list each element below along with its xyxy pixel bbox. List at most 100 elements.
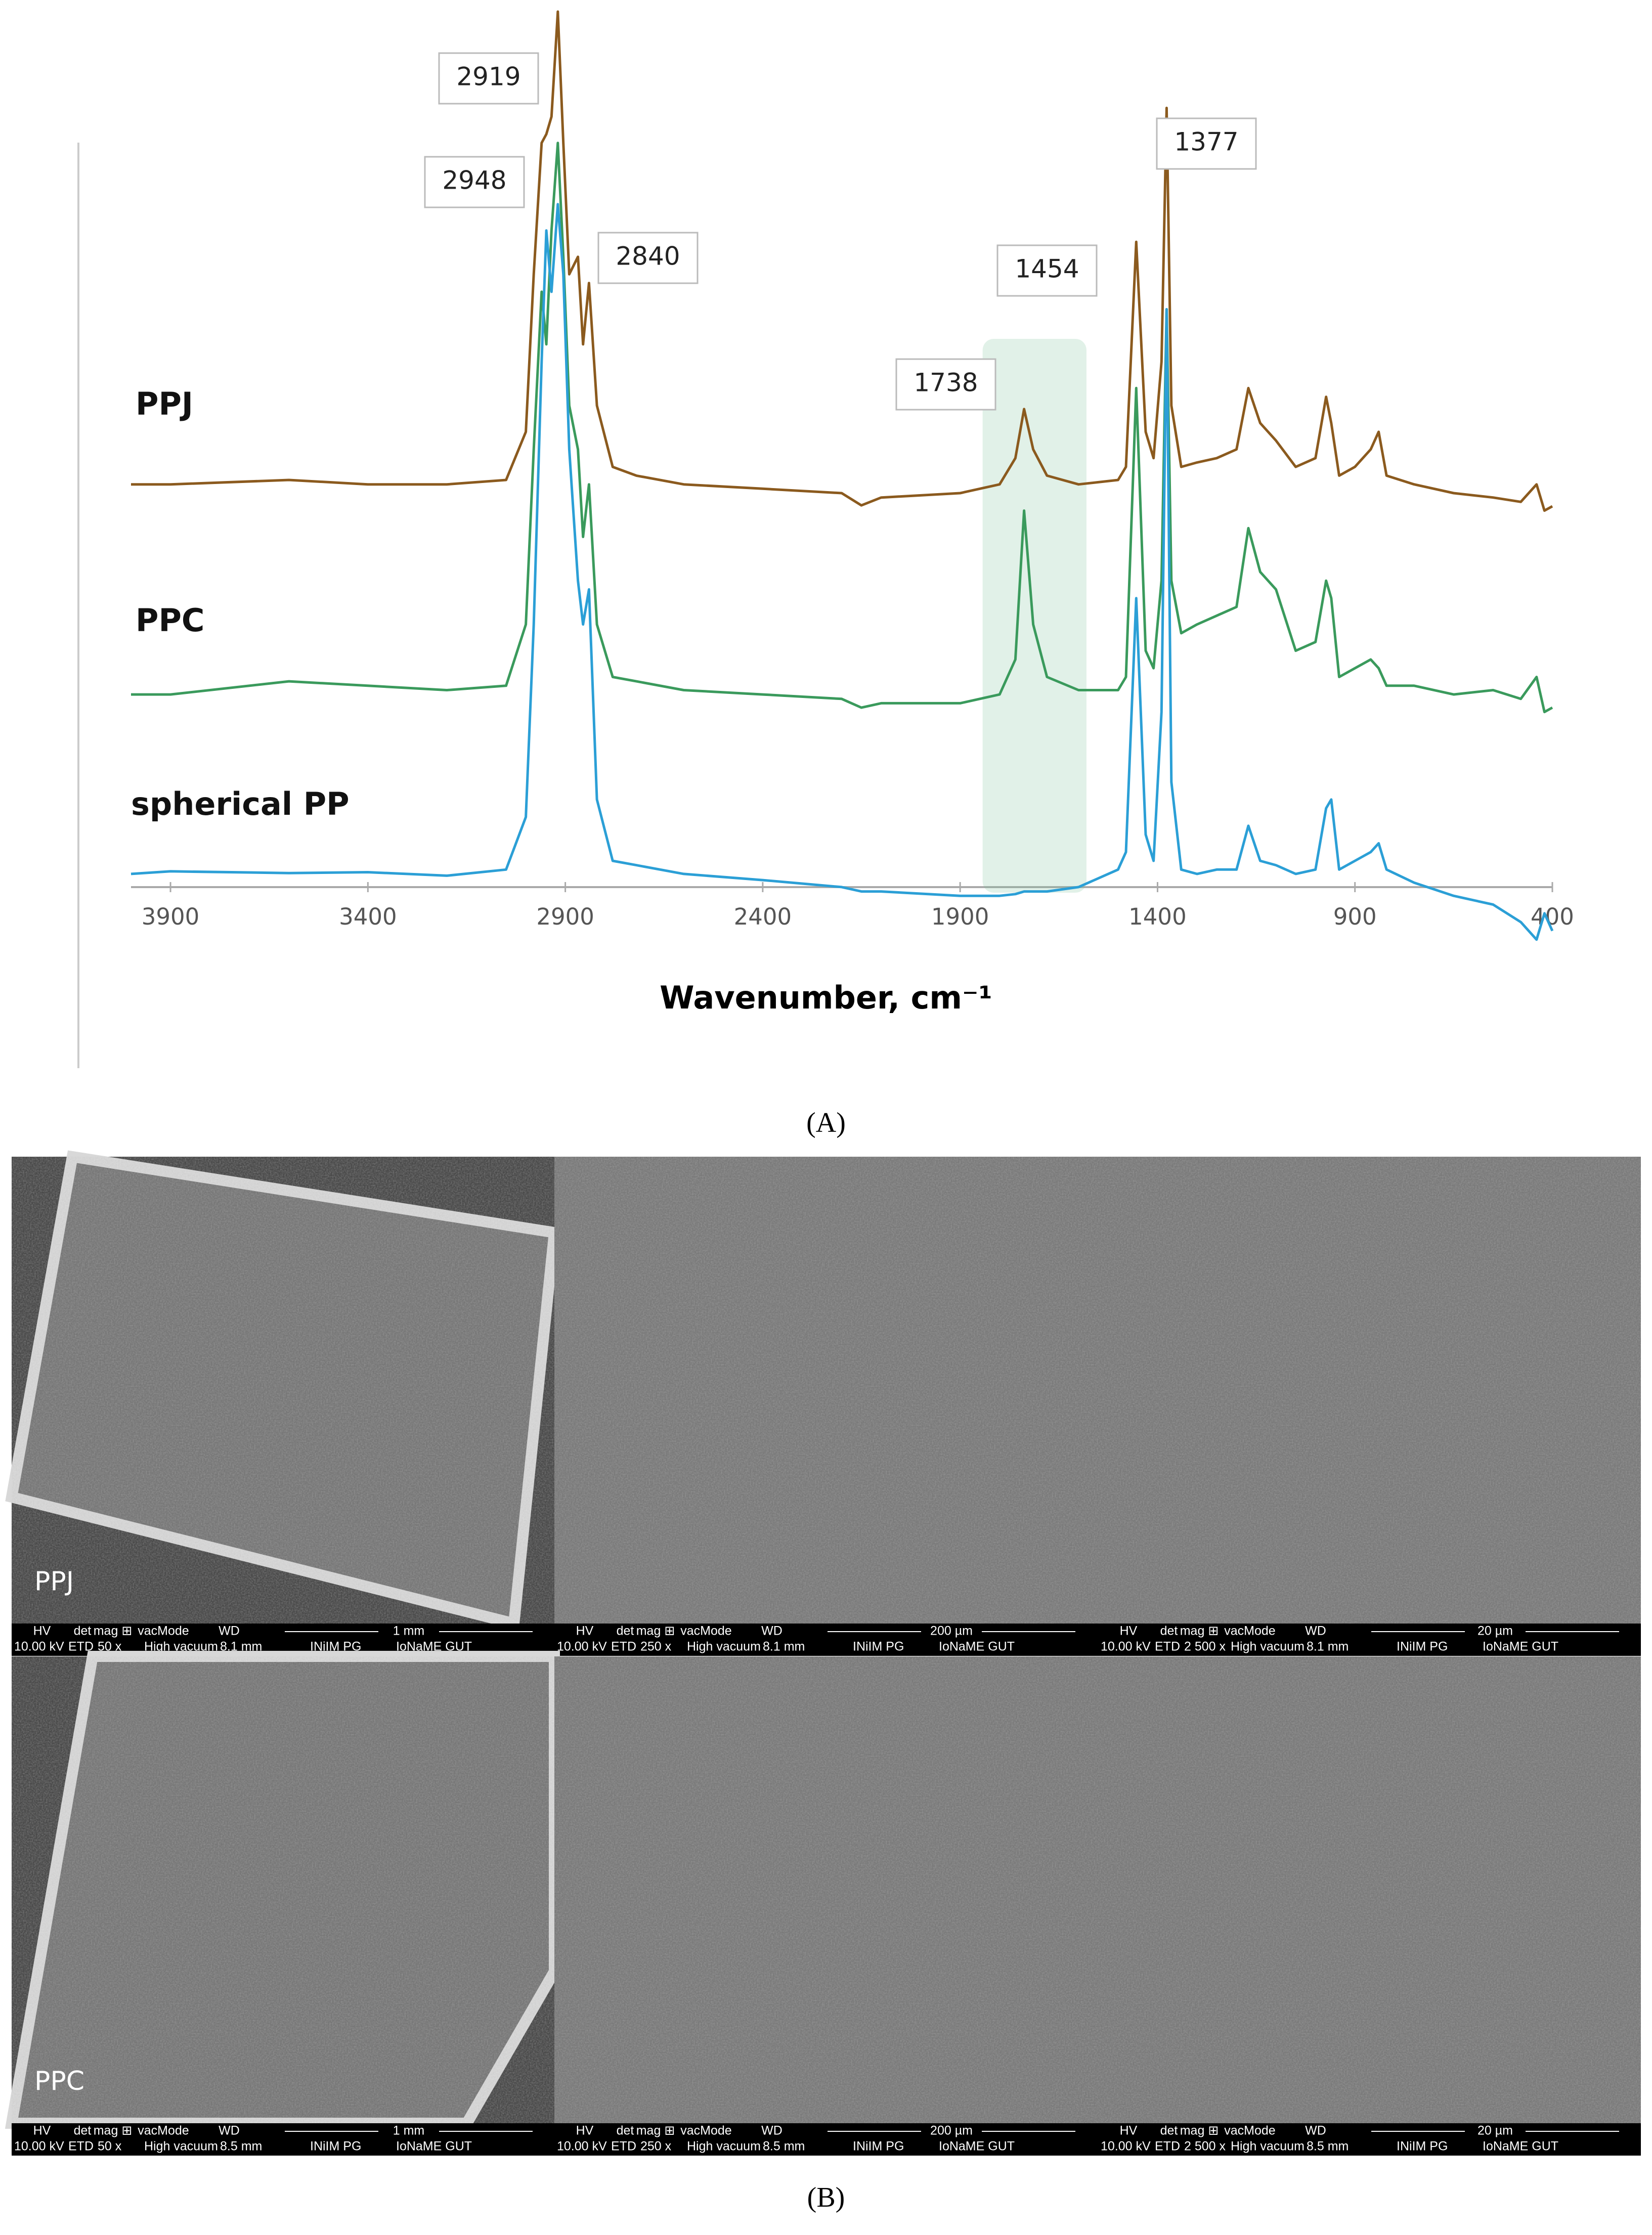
info-header: mag ⊞ bbox=[94, 1624, 133, 1638]
scale-bg bbox=[921, 1625, 982, 1638]
info-header: vacMode bbox=[680, 1624, 731, 1638]
info-header: HV bbox=[576, 1624, 594, 1638]
info-value: 8.5 mm bbox=[220, 2139, 262, 2154]
info-value: 2 500 x bbox=[1184, 2139, 1226, 2154]
x-tick-label: 3400 bbox=[339, 903, 397, 930]
info-value: 10.00 kV bbox=[557, 2139, 607, 2154]
info-value: INiIM PG bbox=[853, 2139, 904, 2154]
x-tick-label: 900 bbox=[1333, 903, 1377, 930]
x-tick-label: 2400 bbox=[734, 903, 792, 930]
scale-label: 20 µm bbox=[1477, 2124, 1513, 2138]
info-value: High vacuum bbox=[687, 1640, 761, 1654]
peak-label: 1377 bbox=[1174, 127, 1238, 157]
info-value: 10.00 kV bbox=[557, 1640, 607, 1654]
scale-bg bbox=[378, 2125, 439, 2138]
info-value: ETD bbox=[1155, 1640, 1180, 1654]
sem-texture bbox=[554, 1656, 1098, 2123]
x-tick-label: 1900 bbox=[931, 903, 989, 930]
info-header: det bbox=[617, 1624, 634, 1638]
x-tick-label: 3900 bbox=[142, 903, 200, 930]
sem-texture bbox=[1098, 1656, 1641, 2123]
info-bar bbox=[1098, 1624, 1641, 1656]
info-value: High vacuum bbox=[144, 2139, 218, 2154]
sem-texture bbox=[12, 1157, 554, 1624]
info-value: ETD bbox=[611, 1640, 636, 1654]
scale-label: 200 µm bbox=[930, 1624, 973, 1638]
info-value: 8.1 mm bbox=[763, 1640, 805, 1654]
scale-label: 1 mm bbox=[393, 1624, 425, 1638]
scale-label: 20 µm bbox=[1477, 1624, 1513, 1638]
scale-bg bbox=[378, 1625, 439, 1638]
sem-image bbox=[1098, 1157, 1641, 1624]
peak-label: 2919 bbox=[456, 62, 520, 92]
series-label: PPC bbox=[136, 602, 204, 639]
info-value: ETD bbox=[1155, 2139, 1180, 2154]
x-tick-label: 400 bbox=[1531, 903, 1574, 930]
info-value: ETD bbox=[611, 2139, 636, 2154]
sem-image bbox=[1098, 1656, 1641, 2123]
spectrum-line bbox=[131, 142, 1553, 714]
x-tick-label: 2900 bbox=[536, 903, 594, 930]
info-header: WD bbox=[219, 1624, 240, 1638]
info-value: High vacuum bbox=[687, 2139, 761, 2154]
info-header: HV bbox=[1120, 1624, 1138, 1638]
info-header: vacMode bbox=[138, 2124, 189, 2138]
info-header: HV bbox=[33, 2124, 51, 2138]
peak-label: 2840 bbox=[616, 242, 680, 271]
info-value: 10.00 kV bbox=[1101, 2139, 1151, 2154]
info-value: 50 x bbox=[98, 2139, 122, 2154]
peak-label: 2948 bbox=[442, 166, 506, 195]
info-bar bbox=[1098, 2123, 1641, 2156]
caption: (A) bbox=[806, 1107, 846, 1138]
info-value: IoNaME GUT bbox=[1483, 2139, 1558, 2154]
info-header: det bbox=[617, 2124, 634, 2138]
peak-label-box bbox=[895, 358, 996, 411]
scale-bg bbox=[1465, 1625, 1526, 1638]
info-header: WD bbox=[219, 2124, 240, 2138]
panel-label: PPJ bbox=[34, 1566, 74, 1597]
info-header: det bbox=[74, 1624, 92, 1638]
info-header: WD bbox=[1305, 1624, 1326, 1638]
panel-label: PPC bbox=[34, 2066, 84, 2096]
highlight-band bbox=[982, 339, 1086, 893]
info-header: det bbox=[1160, 2124, 1178, 2138]
info-value: IoNaME GUT bbox=[939, 2139, 1015, 2154]
scale-label: 1 mm bbox=[393, 2124, 425, 2138]
sem-image bbox=[5, 1150, 561, 1631]
series-label: spherical PP bbox=[131, 785, 350, 822]
sem-image bbox=[554, 1656, 1098, 2123]
info-value: 8.5 mm bbox=[763, 2139, 805, 2154]
info-bar bbox=[12, 2123, 554, 2156]
info-bar bbox=[554, 1624, 1098, 1656]
info-value: High vacuum bbox=[1231, 2139, 1305, 2154]
info-value: INiIM PG bbox=[310, 2139, 361, 2154]
peak-label-box bbox=[424, 156, 525, 208]
peak-label-box bbox=[438, 52, 539, 105]
spectrum-line bbox=[131, 203, 1554, 941]
sem-texture bbox=[554, 1157, 1098, 1624]
sem-image bbox=[5, 1651, 560, 2129]
info-header: vacMode bbox=[680, 2124, 731, 2138]
info-bar bbox=[554, 2123, 1098, 2156]
scale-label: 200 µm bbox=[930, 2124, 973, 2138]
info-header: WD bbox=[761, 1624, 782, 1638]
info-header: WD bbox=[761, 2124, 782, 2138]
info-header: HV bbox=[33, 1624, 51, 1638]
info-value: 8.5 mm bbox=[1307, 2139, 1349, 2154]
x-tick-label: 1400 bbox=[1128, 903, 1187, 930]
info-value: 250 x bbox=[640, 2139, 672, 2154]
info-bar bbox=[12, 1624, 554, 1656]
scale-bg bbox=[921, 2125, 982, 2138]
sem-image bbox=[554, 1157, 1098, 1624]
info-header: det bbox=[1160, 1624, 1178, 1638]
peak-label: 1454 bbox=[1015, 254, 1079, 284]
info-header: mag ⊞ bbox=[1180, 2124, 1219, 2138]
series-label: PPJ bbox=[136, 385, 193, 422]
info-value: INiIM PG bbox=[853, 1640, 904, 1654]
info-header: vacMode bbox=[138, 1624, 189, 1638]
info-value: 10.00 kV bbox=[14, 1640, 64, 1654]
info-header: HV bbox=[1120, 2124, 1138, 2138]
sem-texture bbox=[12, 1656, 554, 2123]
info-header: mag ⊞ bbox=[1180, 1624, 1219, 1638]
